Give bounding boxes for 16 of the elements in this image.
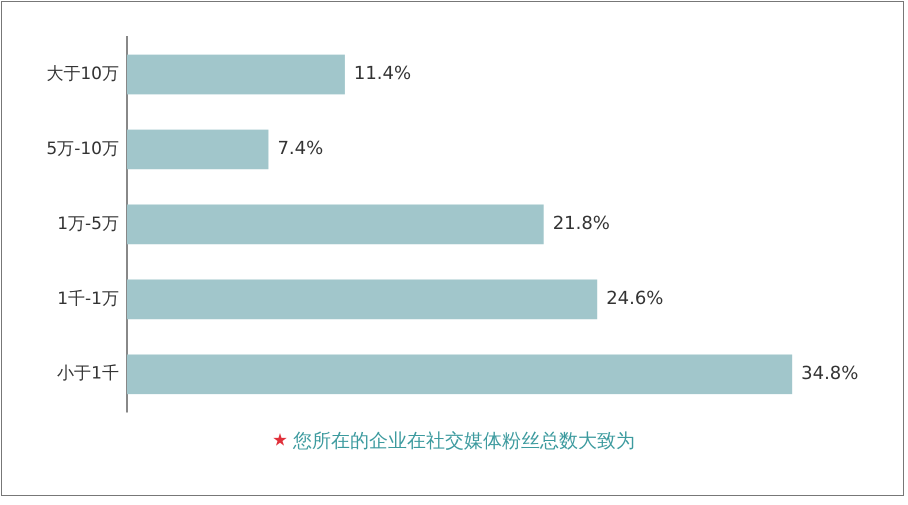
data-label: 11.4% (354, 63, 412, 84)
y-tick-label: 小于1千 (57, 364, 119, 384)
data-label: 7.4% (277, 138, 324, 160)
bar (127, 130, 268, 170)
data-label: 21.8% (552, 213, 610, 234)
text: 您所在的企业在社交媒体粉丝总数大致为 (293, 430, 635, 452)
bar (127, 279, 598, 320)
y-tick-label: 5万-10万 (46, 138, 119, 159)
y-tick-label: 大于10万 (46, 64, 119, 84)
bar (127, 54, 345, 94)
bar (127, 354, 792, 394)
data-label: 34.8% (801, 362, 858, 384)
y-tick-label: 1万-5万 (57, 214, 119, 234)
y-tick-label: 1千-1万 (57, 288, 119, 309)
data-label: 24.6% (606, 288, 664, 310)
bar (127, 204, 544, 244)
